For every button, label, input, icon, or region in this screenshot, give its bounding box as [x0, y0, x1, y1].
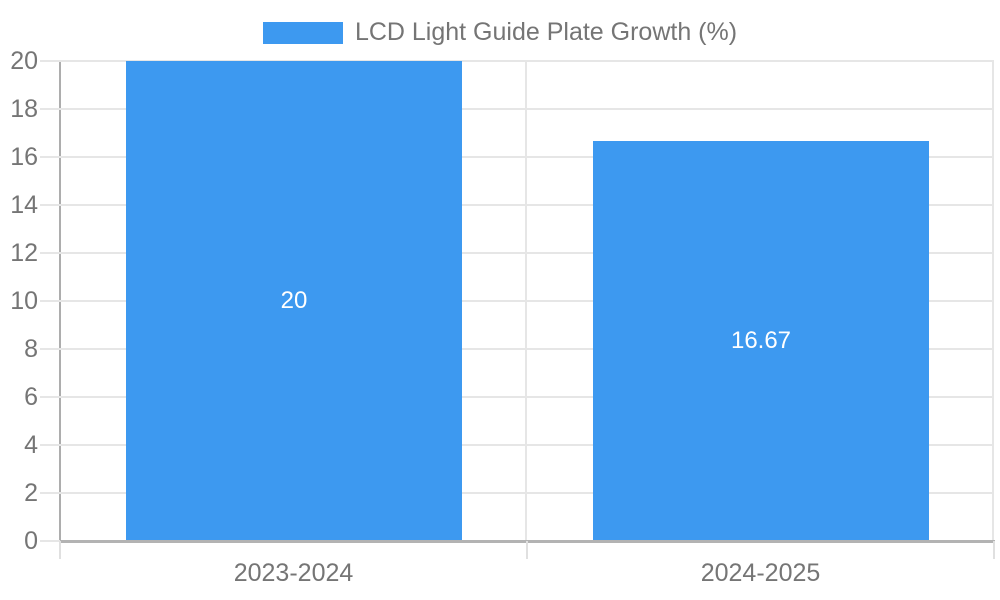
y-tick-18 [40, 108, 60, 110]
gridline-y-10 [60, 300, 994, 302]
y-tick-6 [40, 396, 60, 398]
legend-label: LCD Light Guide Plate Growth (%) [354, 18, 738, 46]
gridline-x-1 [525, 61, 527, 541]
y-tick-2 [40, 492, 60, 494]
x-tick-1 [526, 541, 528, 559]
gridline-y-18 [60, 108, 994, 110]
y-axis-label-20: 20 [10, 47, 38, 75]
gridline-y-16 [60, 156, 994, 158]
y-tick-20 [40, 60, 60, 62]
y-axis-label-2: 2 [24, 479, 38, 507]
y-axis-label-18: 18 [10, 95, 38, 123]
plot-area: 20 16.67 [60, 60, 994, 541]
legend-swatch [262, 21, 343, 44]
y-tick-0 [40, 540, 60, 542]
y-tick-14 [40, 204, 60, 206]
gridline-y-14 [60, 204, 994, 206]
chart-legend[interactable]: LCD Light Guide Plate Growth (%) [0, 18, 1000, 47]
bar-2023-2024[interactable] [126, 61, 462, 541]
y-axis-label-8: 8 [24, 335, 38, 363]
gridline-y-2 [60, 492, 994, 494]
y-axis-label-10: 10 [10, 287, 38, 315]
y-axis-label-14: 14 [10, 191, 38, 219]
x-axis-label-2023-2024: 2023-2024 [233, 559, 354, 587]
y-axis-label-4: 4 [24, 431, 38, 459]
bar-value-label-2023-2024: 20 [280, 287, 308, 314]
x-axis-label-2024-2025: 2024-2025 [700, 559, 821, 587]
gridline-y-4 [60, 444, 994, 446]
gridline-x-2 [992, 61, 994, 541]
y-tick-4 [40, 444, 60, 446]
y-axis-label-6: 6 [24, 383, 38, 411]
gridline-y-6 [60, 396, 994, 398]
y-axis-label-16: 16 [10, 143, 38, 171]
gridline-y-12 [60, 252, 994, 254]
y-axis-label-0: 0 [24, 527, 38, 555]
y-tick-12 [40, 252, 60, 254]
bar-2024-2025[interactable] [593, 141, 929, 541]
x-tick-0 [59, 541, 61, 559]
bar-value-label-2024-2025: 16.67 [730, 327, 792, 354]
y-axis-label-12: 12 [10, 239, 38, 267]
gridline-y-8 [60, 348, 994, 350]
y-tick-10 [40, 300, 60, 302]
y-tick-8 [40, 348, 60, 350]
x-tick-2 [993, 541, 995, 559]
gridline-y-20 [60, 60, 994, 62]
y-tick-16 [40, 156, 60, 158]
